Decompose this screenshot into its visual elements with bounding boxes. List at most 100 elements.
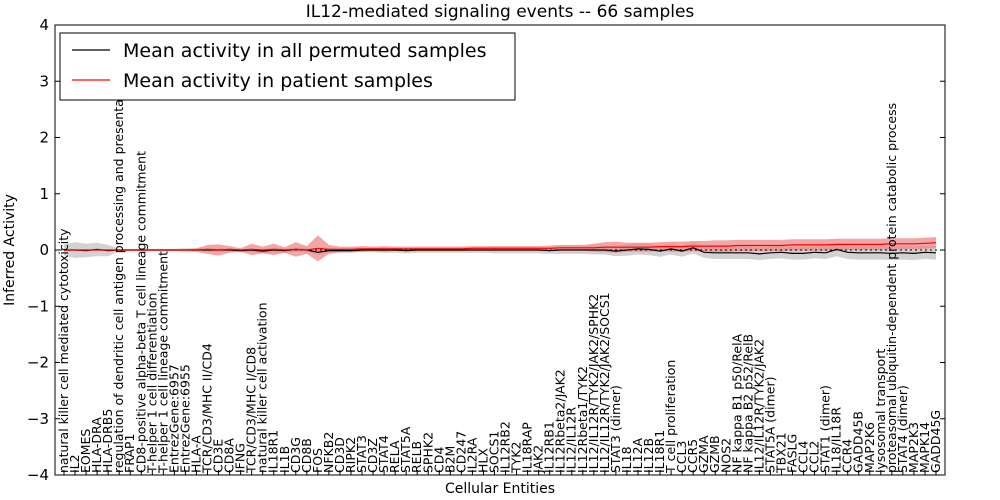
x-tick-label: SPHK2 (420, 432, 435, 473)
patient-mean-line (64, 242, 937, 251)
y-tick-label: 1 (39, 185, 49, 203)
x-tick-label: TCR/CD3/MHC I/CD8 (244, 347, 259, 474)
x-tick-label: CD4 (431, 447, 446, 473)
x-tick-label: CCR5 (685, 439, 700, 473)
x-tick-label: lysosomal transport (873, 349, 888, 473)
x-tick-label: RELA (387, 440, 402, 473)
y-tick-label: 2 (39, 129, 49, 147)
x-tick-label: CD3E (211, 439, 226, 473)
y-tick-label: −3 (27, 410, 49, 428)
x-tick-label: IL18R1 (652, 430, 667, 473)
x-tick-label: IL18 (619, 446, 634, 473)
x-tick-label: IL18RAP (520, 422, 535, 473)
x-tick-label: IL12/IL12R (564, 407, 579, 473)
x-tick-label: STAT3 (354, 435, 369, 473)
x-tick-label: IL12RB2 (498, 421, 513, 473)
legend-patient-label: Mean activity in patient samples (123, 70, 433, 92)
x-tick-label: CCL3 (674, 441, 689, 473)
x-tick-label: IFNG (233, 443, 248, 473)
y-tick-label: −4 (27, 466, 49, 484)
x-tick-label: MAP2K6 (862, 422, 877, 473)
x-tick-label: GZMB (707, 435, 722, 473)
x-tick-label: CCL2 (807, 441, 822, 473)
x-tick-label: TYK2 (509, 442, 524, 474)
x-tick-label: regulation of dendritic cell antigen pro… (111, 75, 126, 473)
x-tick-label: CD3D (332, 437, 347, 473)
x-tick-label: proteasomal ubiquitin-dependent protein … (884, 103, 899, 473)
x-tick-label: CD247 (453, 431, 468, 473)
legend: Mean activity in all permuted samples Me… (59, 32, 516, 101)
x-tick-label: IL12B (641, 438, 656, 473)
x-tick-label: NOS2 (718, 438, 733, 473)
x-tick-label: RELB (409, 441, 424, 473)
x-tick-label: EntrezGene:6957 (166, 364, 181, 473)
x-tick-label: TCR/CD3/MHC II/CD4 (200, 343, 215, 474)
x-tick-label: T cell proliferation (663, 360, 678, 474)
x-tick-label: B2M (442, 446, 457, 473)
x-tick-label: MAPK14 (917, 422, 932, 473)
x-tick-labels: natural killer cell mediated cytotoxicit… (56, 75, 943, 475)
y-tick-label: 3 (39, 72, 49, 90)
x-tick-label: FASLG (785, 434, 800, 473)
x-tick-label: GADD45G (928, 410, 943, 473)
x-tick-label: CD3Z (365, 438, 380, 473)
y-tick-label: 4 (39, 16, 49, 34)
x-tick-label: IL12/IL12R/TYK2/JAK2 (751, 339, 766, 473)
x-tick-label: STAT5A (398, 426, 413, 473)
x-tick-label: HLA-A (189, 435, 204, 473)
x-tick-label: IL2 (67, 454, 82, 473)
x-tick-label: NF kappa B1 p50/RelA (729, 333, 744, 473)
x-tick-label: CD3G (288, 437, 303, 473)
plot-frame (54, 24, 946, 476)
x-tick-label: CCR4 (840, 439, 855, 473)
x-tick-label: IL12Rbeta1/TYK2 (575, 366, 590, 473)
x-tick-label: STAT5A (dimer) (762, 377, 777, 473)
x-tick-label: CD8-positive alpha-beta T cell lineage c… (133, 151, 148, 473)
legend-box (59, 32, 516, 101)
x-tick-label: RIPK2 (343, 437, 358, 473)
x-tick-label: IL12RB1 (542, 421, 557, 473)
x-tick-label: SOCS1 (487, 431, 502, 473)
x-tick-label: EntrezGene:6955 (177, 364, 192, 473)
x-tick-label: STAT4 (376, 435, 391, 473)
x-tick-label: IL12A (630, 437, 645, 473)
x-tick-label: STAT4 (dimer) (895, 385, 910, 473)
x-tick-label: HLA-DRA (89, 417, 104, 473)
x-tick-label: JAK2 (531, 445, 546, 474)
x-tick-label: IL1B (277, 446, 292, 473)
y-tick-label: −2 (27, 354, 49, 372)
x-tick-label: FRAP1 (122, 434, 137, 473)
x-tick-label: IL12/IL12R/TYK2/JAK2/SOCS1 (597, 292, 612, 473)
x-tick-label: T-helper 1 cell differentiation (144, 293, 159, 474)
chart-title: IL12-mediated signaling events -- 66 sam… (306, 2, 695, 22)
x-tick-label: STAT1 (dimer) (818, 385, 833, 473)
legend-permuted-label: Mean activity in all permuted samples (123, 40, 486, 62)
x-tick-label: MAP2K3 (906, 422, 921, 473)
x-tick-label: IL2RA (464, 437, 479, 473)
x-tick-label: NF kappa B2 p52/RelB (740, 334, 755, 473)
x-tick-label: IL18/IL18R (829, 407, 844, 473)
x-tick-label: CCL4 (796, 441, 811, 473)
x-tick-label: TBX21 (774, 432, 789, 474)
x-tick-label: IL12/IL12R/TYK2/JAK2/SPHK2 (586, 294, 601, 473)
x-tick-label: IL12Rbeta2/JAK2 (553, 369, 568, 473)
x-tick-label: CD8A (222, 438, 237, 473)
y-tick-label: −1 (27, 297, 49, 315)
x-tick-label: STAT3 (dimer) (608, 385, 623, 473)
y-ticks: −4 −3 −2 −1 0 1 2 3 4 (27, 16, 945, 484)
x-tick-label: HLA-DRB5 (100, 409, 115, 473)
x-tick-label: NFKB2 (321, 432, 336, 473)
x-tick-label: HLX (475, 448, 490, 473)
x-axis-label: Cellular Entities (445, 481, 555, 497)
x-tick-label: natural killer cell mediated cytotoxicit… (56, 228, 71, 473)
x-tick-label: FOS (310, 448, 325, 473)
x-tick-label: IL18R1 (266, 430, 281, 473)
y-tick-label: 0 (39, 241, 49, 259)
x-tick-label: EOMES (78, 429, 93, 473)
x-tick-label: GZMA (696, 435, 711, 473)
x-tick-label: CD8B (299, 438, 314, 473)
x-tick-label: T-helper 1 cell lineage commitment (155, 251, 170, 474)
x-tick-label: GADD45B (851, 411, 866, 473)
y-axis-label: Inferred Activity (2, 194, 18, 306)
